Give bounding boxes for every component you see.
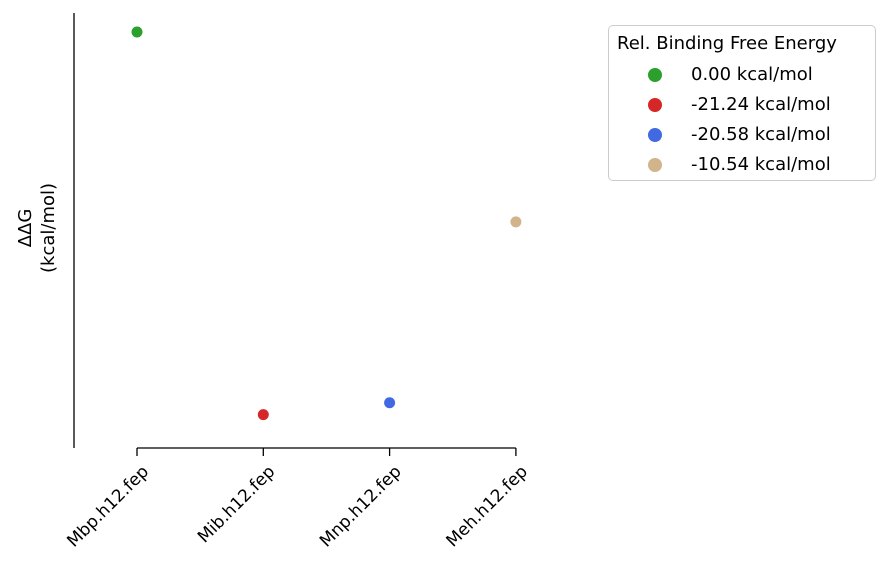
- legend-marker: [648, 128, 662, 142]
- legend-label: -10.54 kcal/mol: [691, 154, 831, 175]
- legend-item: -20.58 kcal/mol: [609, 120, 875, 150]
- legend-label: -20.58 kcal/mol: [691, 124, 831, 145]
- data-point: [131, 26, 143, 38]
- legend-label: -21.24 kcal/mol: [691, 94, 831, 115]
- legend-item: -10.54 kcal/mol: [609, 150, 875, 180]
- data-point: [384, 397, 396, 409]
- axes: [73, 13, 516, 449]
- y-axis-label: ΔΔG (kcal/mol): [15, 183, 59, 273]
- data-point: [257, 409, 269, 421]
- legend-title: Rel. Binding Free Energy: [617, 33, 837, 54]
- legend-marker: [648, 158, 662, 172]
- legend-label: 0.00 kcal/mol: [691, 64, 813, 85]
- legend: Rel. Binding Free Energy 0.00 kcal/mol -2…: [608, 25, 876, 181]
- data-points: [131, 26, 522, 421]
- data-point: [510, 216, 522, 228]
- x-tick-label: Mib.h12.fep: [194, 462, 279, 547]
- x-ticks: Mbp.h12.fep Mib.h12.fep Mnp.h12.fep Meh.h12…: [63, 448, 532, 552]
- legend-marker: [648, 68, 662, 82]
- legend-item: -21.24 kcal/mol: [609, 90, 875, 120]
- x-tick-label: Meh.h12.fep: [443, 462, 532, 551]
- x-tick-label: Mbp.h12.fep: [63, 462, 153, 552]
- x-tick-label: Mnp.h12.fep: [316, 462, 406, 552]
- legend-marker: [648, 98, 662, 112]
- legend-item: 0.00 kcal/mol: [609, 60, 875, 90]
